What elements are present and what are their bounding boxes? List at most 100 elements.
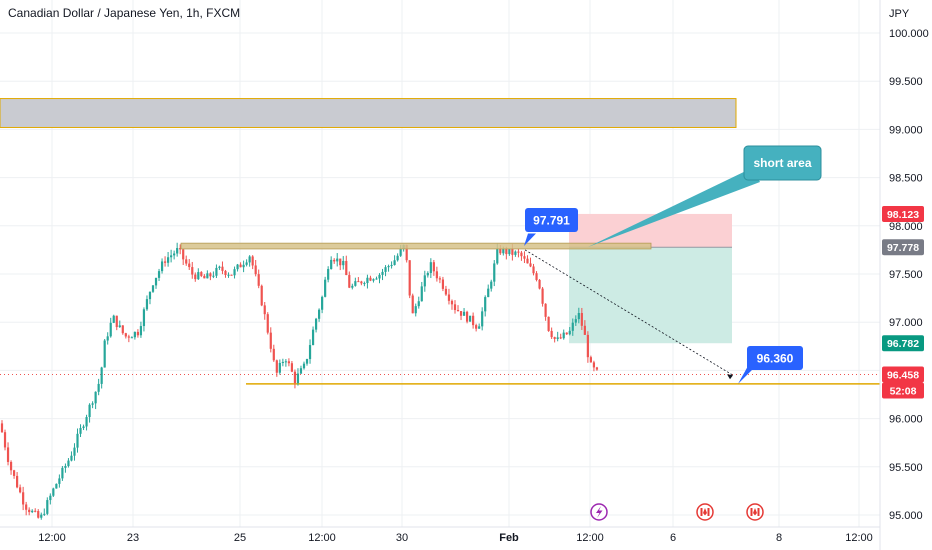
candle-body — [496, 248, 499, 264]
candle-body — [191, 267, 194, 275]
candle-body — [64, 466, 67, 468]
candle-body — [197, 272, 200, 280]
y-tick-label: 99.500 — [889, 76, 923, 88]
candle-body — [139, 326, 143, 336]
lightning-icon[interactable] — [590, 503, 608, 521]
candle-body — [293, 371, 297, 384]
candle-body — [55, 483, 58, 489]
candle-body — [508, 248, 511, 255]
candle-body — [19, 487, 22, 493]
price-tag-label: 96.782 — [887, 338, 919, 350]
candle-body — [151, 285, 155, 292]
candle-body — [173, 253, 176, 256]
price-tag-stop: 98.123 — [882, 205, 924, 222]
candle-body — [97, 383, 100, 392]
candle-body — [254, 265, 257, 275]
candle-body — [354, 281, 357, 286]
candle-body — [499, 248, 502, 254]
price-tags: 98.123 97.778 96.782 96.458 52:08 — [882, 205, 924, 399]
take-profit-zone[interactable] — [569, 247, 732, 344]
candle-body — [589, 357, 592, 363]
candle-body — [263, 305, 266, 315]
candle-body — [40, 514, 43, 518]
candle-body — [592, 362, 596, 368]
candle-body — [333, 259, 336, 262]
candle-body — [67, 460, 70, 467]
candle-body — [526, 258, 529, 264]
price-tag-countdown: 52:08 — [882, 382, 924, 399]
callout-high-label: 97.791 — [533, 214, 570, 228]
canada-flag-icon[interactable] — [696, 503, 714, 521]
candle-body — [227, 274, 230, 276]
candle-body — [444, 288, 448, 295]
candle-body — [127, 336, 130, 338]
candle-body — [384, 267, 387, 272]
candle-body — [218, 266, 221, 268]
callout-high[interactable]: 97.791 — [524, 208, 578, 247]
candle-body — [182, 249, 185, 260]
candle-body — [487, 288, 490, 298]
candle-body — [12, 470, 16, 476]
callout-short-pointer — [588, 168, 760, 248]
candle-body — [478, 326, 481, 329]
grid — [0, 0, 880, 527]
price-axis[interactable]: 100.000 99.500 99.000 98.500 98.000 97.500 97.… — [889, 28, 929, 522]
candle-body — [94, 391, 97, 404]
candle-body — [61, 467, 64, 479]
candle-body — [142, 309, 146, 327]
x-tick-label: 12:00 — [38, 532, 66, 544]
candle-body — [465, 311, 469, 322]
candle-body — [281, 361, 284, 363]
x-tick-label: 12:00 — [308, 532, 336, 544]
x-tick-label: 12:00 — [845, 532, 873, 544]
y-tick-label: 97.000 — [889, 317, 923, 329]
candle-body — [46, 500, 49, 514]
candle-body — [375, 278, 378, 280]
candle-body — [481, 311, 484, 327]
candle-body — [206, 273, 209, 279]
candle-body — [336, 258, 339, 262]
callout-short-area[interactable]: short area — [588, 145, 822, 248]
candle-body — [248, 256, 251, 263]
candle-body — [360, 281, 363, 284]
resistance-band[interactable] — [180, 242, 652, 250]
candle-body — [269, 332, 272, 349]
candle-body — [242, 264, 245, 268]
candle-body — [100, 367, 103, 384]
supply-zone[interactable] — [0, 98, 737, 128]
candle-body — [302, 363, 306, 369]
price-tag-label: 97.778 — [887, 242, 919, 254]
candle-body — [103, 340, 106, 368]
x-tick-label: 12:00 — [576, 532, 604, 544]
projection-arrow[interactable] — [524, 249, 734, 376]
candle-body — [414, 306, 417, 314]
candle-body — [22, 492, 25, 505]
candle-body — [179, 248, 182, 250]
candle-body — [278, 362, 281, 373]
candle-body — [311, 329, 315, 346]
candle-body — [91, 403, 94, 405]
candle-body — [25, 504, 28, 510]
candle-body — [85, 417, 88, 427]
candle-body — [6, 447, 10, 462]
callout-target[interactable]: 96.360 — [738, 346, 803, 384]
candle-body — [511, 248, 514, 255]
candle-body — [200, 272, 203, 276]
candle-body — [345, 260, 348, 276]
time-axis[interactable]: 12:00 23 25 12:00 30 Feb 12:00 6 8 12:00 — [38, 532, 873, 544]
candle-body — [52, 488, 55, 496]
candle-body — [565, 332, 568, 335]
annotation-zones — [0, 98, 880, 385]
candle-body — [233, 269, 236, 276]
candle-body — [299, 368, 303, 374]
candle-body — [469, 315, 472, 322]
candle-body — [330, 259, 333, 270]
candle-body — [586, 334, 589, 358]
y-tick-label: 100.000 — [889, 28, 929, 40]
canada-flag-icon[interactable] — [746, 503, 764, 521]
candle-body — [145, 299, 149, 310]
candle-body — [580, 313, 583, 326]
candle-body — [339, 258, 342, 266]
candle-body — [305, 359, 309, 364]
